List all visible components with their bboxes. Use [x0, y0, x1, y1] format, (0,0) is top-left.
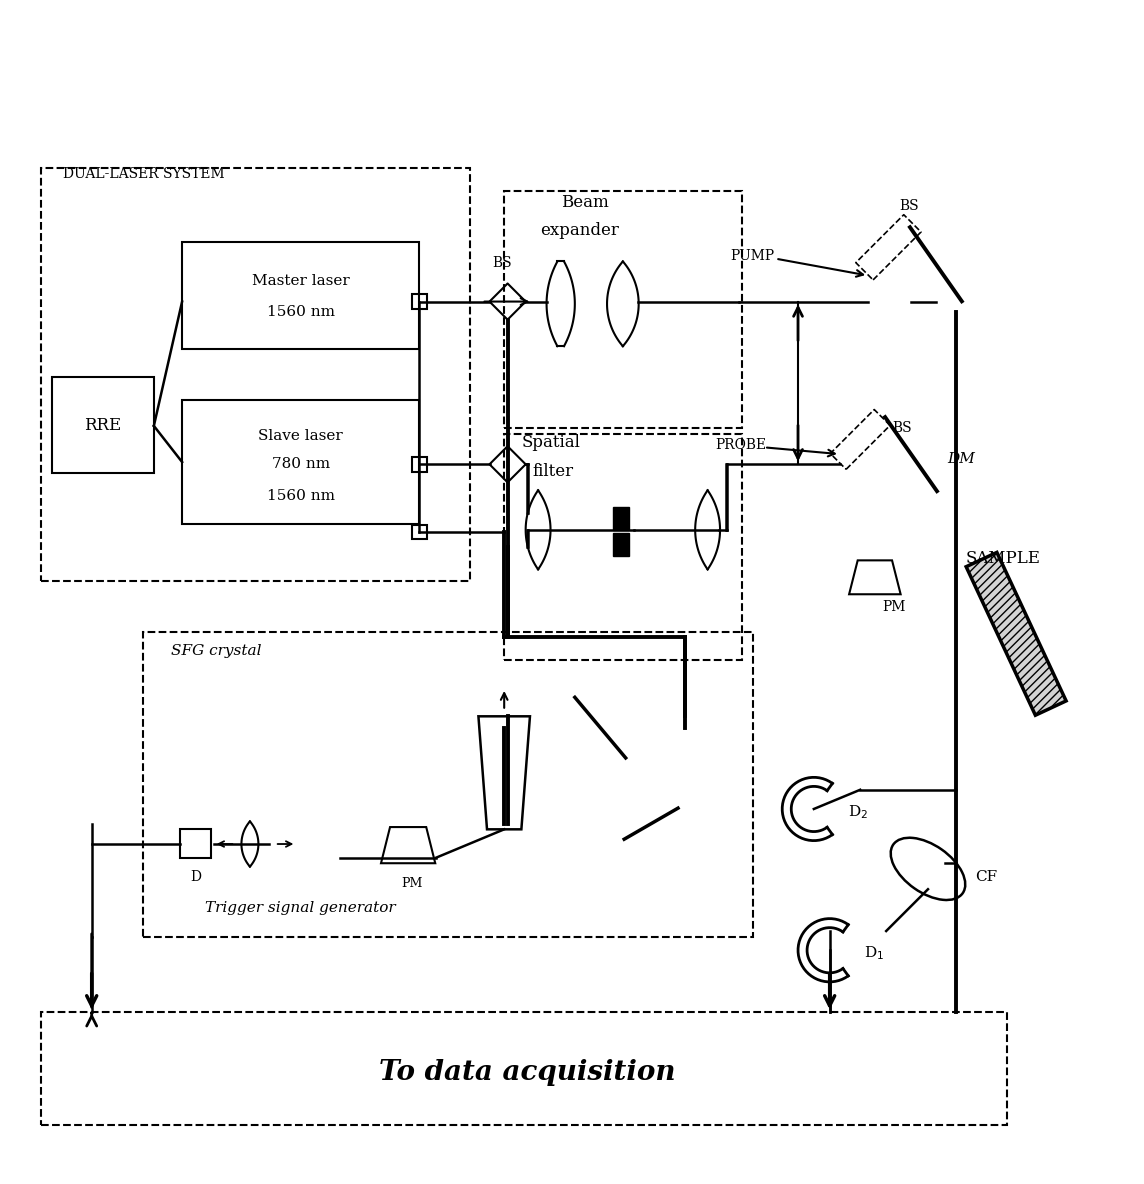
Text: Spatial: Spatial: [522, 435, 580, 451]
Text: PM: PM: [883, 600, 906, 614]
Bar: [412, 525, 427, 540]
Bar: [613, 533, 628, 555]
Ellipse shape: [891, 838, 966, 900]
Bar: [412, 457, 427, 471]
Bar: [41, 168, 470, 580]
Text: PROBE: PROBE: [715, 438, 766, 452]
Text: expander: expander: [540, 221, 619, 239]
Bar: [613, 507, 628, 530]
Bar: [505, 191, 741, 429]
Text: Master laser: Master laser: [252, 275, 350, 288]
Polygon shape: [478, 716, 530, 829]
Bar: [143, 631, 753, 937]
Text: To data acquisition: To data acquisition: [379, 1058, 675, 1086]
Bar: [505, 433, 741, 659]
Bar: [412, 294, 427, 309]
Text: BS: BS: [492, 256, 511, 270]
Text: filter: filter: [532, 463, 573, 480]
Text: PM: PM: [400, 877, 422, 890]
Polygon shape: [381, 828, 435, 863]
Text: 780 nm: 780 nm: [272, 457, 329, 471]
Bar: [182, 242, 420, 349]
Bar: [180, 829, 212, 857]
Text: SAMPLE: SAMPLE: [966, 549, 1040, 567]
Bar: [182, 400, 420, 525]
Text: DUAL-LASER SYSTEM: DUAL-LASER SYSTEM: [63, 167, 225, 181]
Text: BS: BS: [892, 422, 912, 436]
Text: RRE: RRE: [85, 418, 121, 435]
Text: D: D: [190, 870, 201, 884]
Text: D$_2$: D$_2$: [848, 804, 868, 822]
Polygon shape: [849, 560, 900, 594]
Text: SFG crystal: SFG crystal: [170, 644, 261, 658]
Text: CF: CF: [976, 870, 998, 883]
Text: D$_1$: D$_1$: [864, 945, 883, 963]
Text: Trigger signal generator: Trigger signal generator: [205, 901, 396, 915]
Text: Beam: Beam: [561, 194, 609, 211]
Text: Slave laser: Slave laser: [259, 429, 343, 443]
Text: 1560 nm: 1560 nm: [267, 304, 335, 318]
Text: BS: BS: [899, 199, 919, 213]
Text: DM: DM: [947, 451, 975, 465]
Text: 1560 nm: 1560 nm: [267, 489, 335, 503]
Bar: [41, 1012, 1007, 1126]
Text: PUMP: PUMP: [730, 250, 774, 263]
Bar: [53, 378, 153, 474]
Polygon shape: [967, 553, 1066, 715]
